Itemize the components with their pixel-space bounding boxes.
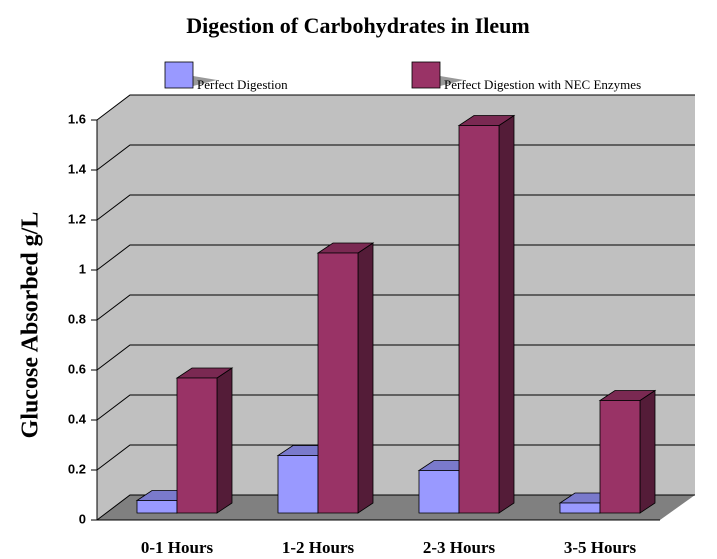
back-wall [97,95,695,520]
y-tick-label: 0 [79,511,86,526]
y-axis-label: Glucose Absorbed g/L [18,212,44,439]
x-tick-label: 1-2 Hours [282,538,355,557]
grid-line [96,94,695,121]
y-tick-label: 0.2 [68,461,86,476]
y-tick-label: 0.4 [68,411,87,426]
bar [316,242,375,514]
bar-face [357,242,374,514]
bar-face [176,377,218,514]
bar-face [498,114,515,514]
legend-label: Perfect Digestion with NEC Enzymes [444,77,641,92]
x-tick-label: 0-1 Hours [141,538,214,557]
legend-shadow [440,76,464,86]
y-tick-label: 1 [79,261,86,276]
y-tick-label: 1.4 [68,161,87,176]
legend-swatch [411,61,441,89]
bar-face [599,400,641,514]
legend-label: Perfect Digestion [197,77,288,92]
bar [598,389,657,514]
y-tick-label: 1.6 [68,111,86,126]
bar-face [317,252,359,514]
floor [97,495,695,520]
x-tick-label: 2-3 Hours [423,538,496,557]
bar-face [458,125,500,514]
legend-swatch [164,61,194,89]
bar-face [216,367,233,514]
bar [175,367,234,514]
legend-shadow [193,76,217,86]
bar-face [277,455,319,514]
y-tick-label: 0.6 [68,361,86,376]
bar-face [639,389,656,514]
bar [457,114,516,514]
bar-face [136,500,178,514]
bar-face [559,502,601,514]
y-tick-label: 0.8 [68,311,86,326]
bar-face [418,470,460,514]
y-tick-label: 1.2 [68,211,86,226]
chart-title: Digestion of Carbohydrates in Ileum [186,13,529,38]
x-tick-label: 3-5 Hours [564,538,637,557]
